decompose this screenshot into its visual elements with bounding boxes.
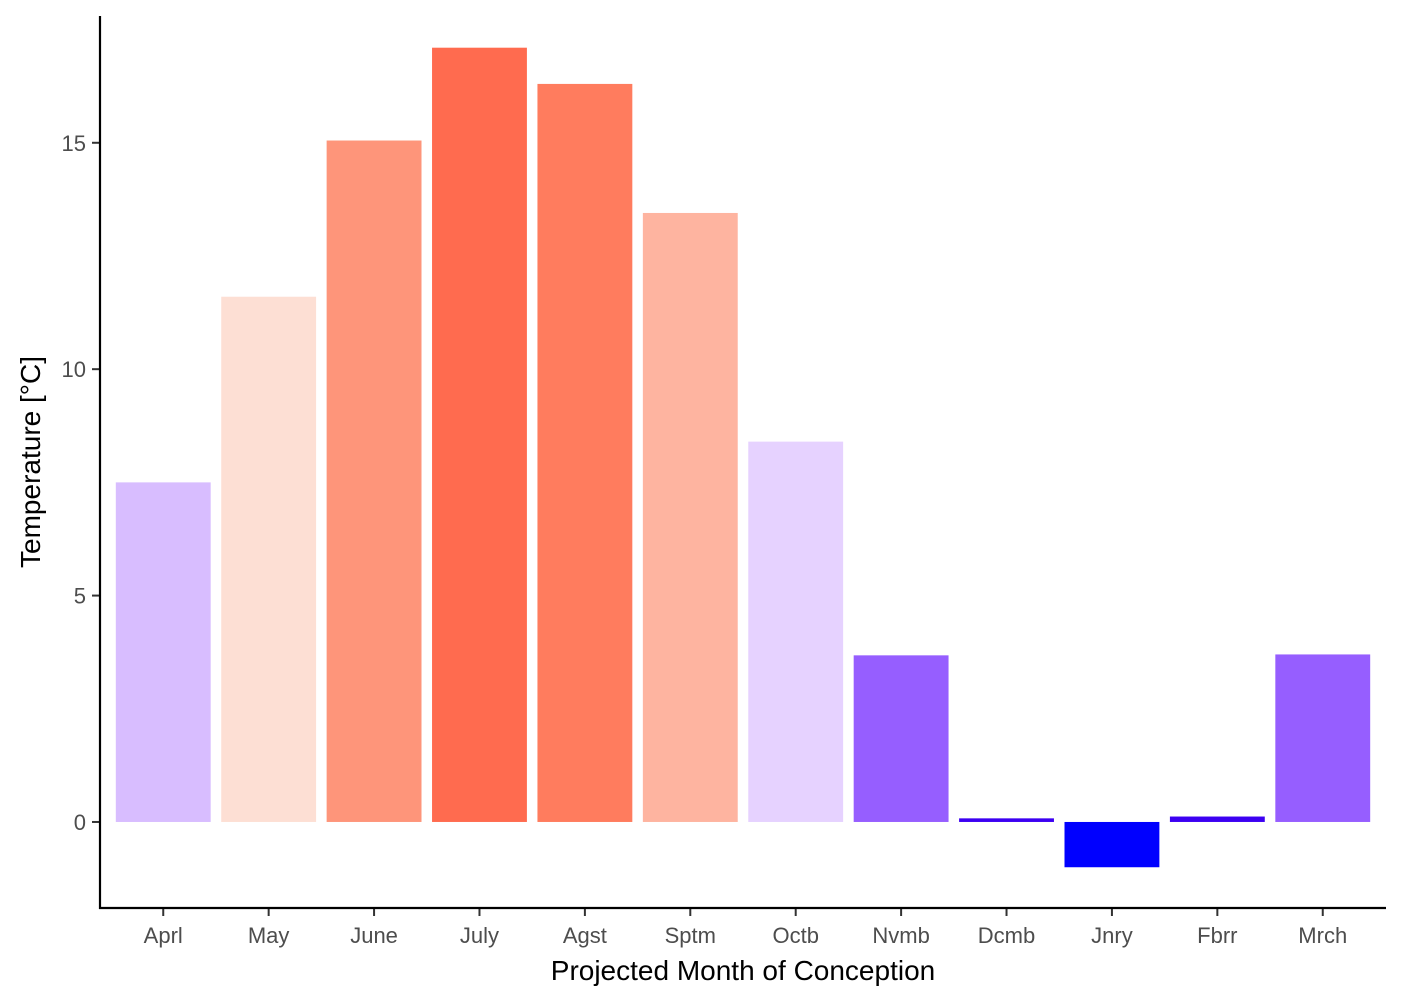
bar-octb bbox=[748, 441, 844, 822]
y-tick-label: 10 bbox=[62, 357, 86, 382]
bar-agst bbox=[537, 83, 633, 822]
y-tick-label: 0 bbox=[74, 810, 86, 835]
y-axis-ticks: 0 5 10 15 bbox=[62, 131, 100, 835]
bar-may bbox=[221, 296, 317, 822]
x-tick-label: Sptm bbox=[665, 923, 716, 948]
bars-group bbox=[115, 47, 1371, 868]
x-tick-label: Jnry bbox=[1091, 923, 1133, 948]
x-tick-label: July bbox=[460, 923, 499, 948]
x-tick-label: Mrch bbox=[1298, 923, 1347, 948]
x-tick-label: Nvmb bbox=[872, 923, 929, 948]
y-axis-title: Temperature [°C] bbox=[15, 356, 46, 568]
bar-dcmb bbox=[959, 818, 1054, 822]
bar-sptm bbox=[642, 212, 738, 822]
y-tick-label: 5 bbox=[74, 584, 86, 609]
y-tick-label: 15 bbox=[62, 131, 86, 156]
x-tick-label: May bbox=[248, 923, 290, 948]
x-axis-title: Projected Month of Conception bbox=[551, 955, 935, 986]
x-tick-label: June bbox=[350, 923, 398, 948]
bar-mrch bbox=[1275, 654, 1371, 822]
bar-july bbox=[432, 47, 527, 822]
x-tick-label: Fbrr bbox=[1197, 923, 1237, 948]
bar-aprl bbox=[115, 482, 211, 822]
bar-nvmb bbox=[853, 655, 949, 822]
x-tick-label: Aprl bbox=[144, 923, 183, 948]
x-axis-ticks: Aprl May June July Agst Sptm Octb Nvmb Dcmb Jnry F… bbox=[144, 908, 1347, 948]
bar-jnry bbox=[1064, 821, 1160, 868]
bar-fbrr bbox=[1169, 816, 1265, 822]
x-tick-label: Agst bbox=[563, 923, 607, 948]
x-tick-label: Dcmb bbox=[978, 923, 1035, 948]
bar-june bbox=[326, 140, 422, 822]
x-tick-label: Octb bbox=[772, 923, 818, 948]
